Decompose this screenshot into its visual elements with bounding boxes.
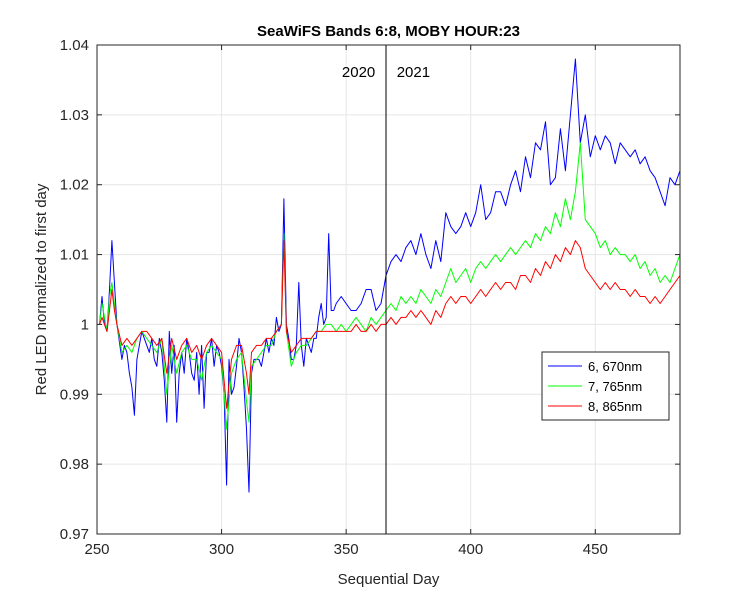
y-tick-label: 0.97: [60, 526, 89, 543]
plot-border: [96, 44, 681, 535]
legend-label: 8, 865nm: [588, 399, 642, 414]
chart-title: SeaWiFS Bands 6:8, MOBY HOUR:23: [257, 23, 520, 40]
y-tick-label: 1.04: [60, 37, 89, 54]
series-line: [99, 240, 681, 409]
plot-area: [97, 45, 680, 534]
series-layer: [99, 58, 681, 493]
y-tick-label: 1.03: [60, 107, 89, 124]
x-tick-label: 300: [209, 541, 234, 558]
legend-label: 7, 765nm: [588, 379, 642, 394]
y-tick-label: 1.01: [60, 247, 89, 264]
annotation-2021: 2021: [397, 64, 430, 81]
x-tick-label: 450: [583, 541, 608, 558]
legend: 6, 670nm 7, 765nm 8, 865nm: [541, 351, 670, 421]
x-tick-label: 250: [84, 541, 109, 558]
x-axis-label: Sequential Day: [338, 571, 440, 588]
x-tick-label: 350: [334, 541, 359, 558]
y-tick-label: 1: [81, 316, 89, 333]
x-axis-ticks: 250 300 350 400 450: [84, 45, 608, 558]
x-tick-label: 400: [458, 541, 483, 558]
y-axis-label: Red LED normalized to first day: [33, 183, 50, 395]
series-line: [99, 142, 681, 430]
y-tick-label: 1.02: [60, 177, 89, 194]
legend-label: 6, 670nm: [588, 359, 642, 374]
y-axis-ticks: 0.97 0.98 0.99 1 1.01 1.02 1.03 1.04: [60, 37, 680, 543]
annotation-2020: 2020: [342, 64, 375, 81]
y-tick-label: 0.99: [60, 386, 89, 403]
series-line: [99, 58, 681, 493]
y-tick-label: 0.98: [60, 456, 89, 473]
